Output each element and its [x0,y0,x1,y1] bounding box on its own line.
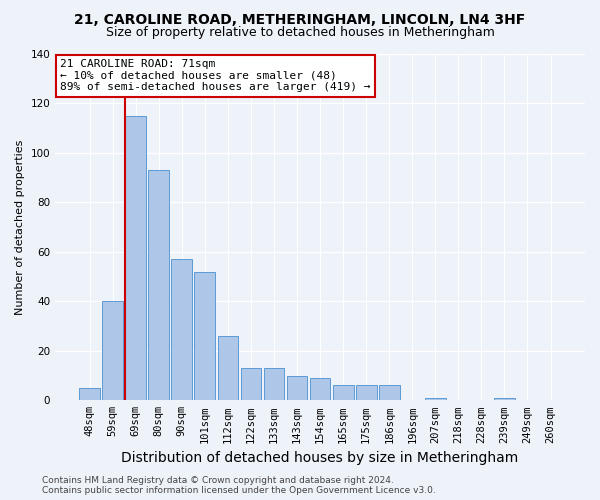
Bar [194,272,215,400]
Y-axis label: Number of detached properties: Number of detached properties [15,140,25,315]
Bar [425,398,446,400]
Bar [356,386,377,400]
Bar [333,386,353,400]
Bar [172,260,192,400]
Bar [287,376,307,400]
Bar [379,386,400,400]
Text: Contains HM Land Registry data © Crown copyright and database right 2024.
Contai: Contains HM Land Registry data © Crown c… [42,476,436,495]
Bar [263,368,284,400]
Bar [241,368,262,400]
Bar [310,378,331,400]
Bar [148,170,169,400]
Bar [102,302,123,400]
Text: Size of property relative to detached houses in Metheringham: Size of property relative to detached ho… [106,26,494,39]
Bar [218,336,238,400]
Bar [494,398,515,400]
Bar [125,116,146,401]
Text: 21, CAROLINE ROAD, METHERINGHAM, LINCOLN, LN4 3HF: 21, CAROLINE ROAD, METHERINGHAM, LINCOLN… [74,12,526,26]
Text: 21 CAROLINE ROAD: 71sqm
← 10% of detached houses are smaller (48)
89% of semi-de: 21 CAROLINE ROAD: 71sqm ← 10% of detache… [61,59,371,92]
Bar [79,388,100,400]
X-axis label: Distribution of detached houses by size in Metheringham: Distribution of detached houses by size … [121,451,519,465]
